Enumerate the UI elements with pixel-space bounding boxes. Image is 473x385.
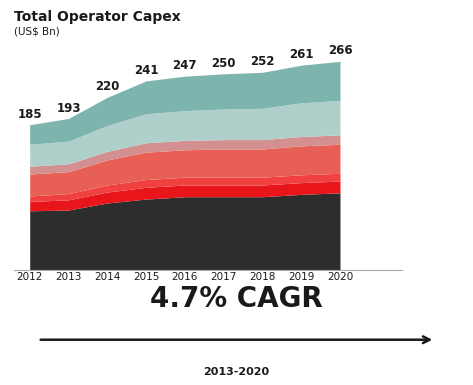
Text: 261: 261 [289, 49, 314, 61]
Text: 250: 250 [211, 57, 236, 70]
Text: 4.7% CAGR: 4.7% CAGR [150, 285, 323, 313]
Text: 185: 185 [18, 108, 42, 121]
FancyArrowPatch shape [41, 336, 429, 343]
Text: MENA: MENA [347, 184, 365, 189]
Text: EUROPE: EUROPE [347, 156, 371, 161]
Text: SSA: SSA [347, 175, 359, 180]
Text: 266: 266 [328, 44, 352, 57]
Text: 252: 252 [250, 55, 275, 69]
Text: ASIA PACIFIC: ASIA PACIFIC [347, 229, 385, 234]
Text: LATIN AMERICA: LATIN AMERICA [347, 79, 393, 84]
Text: 247: 247 [173, 59, 197, 72]
Text: CIS: CIS [347, 137, 357, 142]
Text: (US$ Bn): (US$ Bn) [14, 27, 60, 37]
Text: N AMERICA: N AMERICA [347, 115, 380, 120]
Text: 220: 220 [95, 80, 120, 94]
Text: 193: 193 [56, 102, 81, 115]
Text: 241: 241 [134, 64, 158, 77]
Text: Total Operator Capex: Total Operator Capex [14, 10, 181, 23]
Text: 2013-2020: 2013-2020 [203, 367, 270, 377]
